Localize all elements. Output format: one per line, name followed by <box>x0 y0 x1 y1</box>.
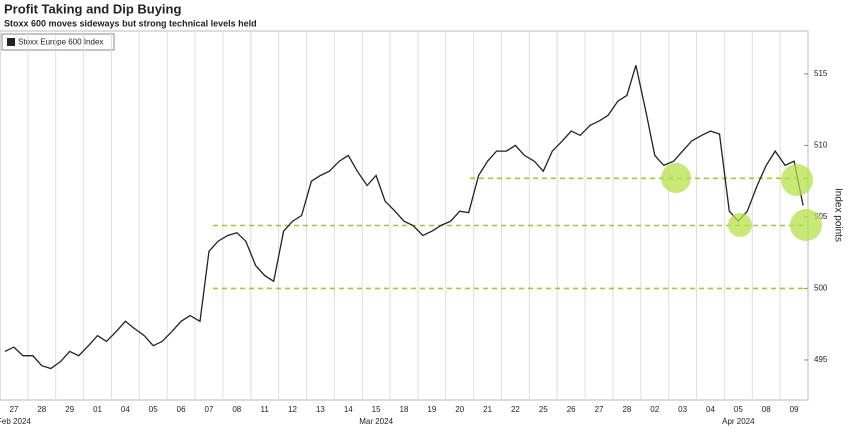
x-tick-label: 05 <box>149 405 158 414</box>
x-tick-label: 14 <box>344 405 353 414</box>
x-tick-label: 06 <box>177 405 186 414</box>
x-tick-label: 05 <box>734 405 743 414</box>
chart-title: Profit Taking and Dip Buying <box>4 1 181 16</box>
x-tick-label: 04 <box>121 405 130 414</box>
y-tick-label: 500 <box>814 284 828 293</box>
x-tick-label: 13 <box>316 405 325 414</box>
highlight <box>728 213 752 237</box>
x-tick-label: 07 <box>205 405 214 414</box>
chart-subtitle: Stoxx 600 moves sideways but strong tech… <box>4 18 257 28</box>
price-line <box>4 65 804 370</box>
legend-box <box>1 33 115 51</box>
x-tick-label: 22 <box>511 405 520 414</box>
x-tick-label: 09 <box>790 405 799 414</box>
x-tick-label: 03 <box>678 405 687 414</box>
highlight <box>781 164 813 196</box>
y-tick-label: 495 <box>814 355 828 364</box>
x-tick-label: 27 <box>595 405 604 414</box>
x-tick-label: 21 <box>483 405 492 414</box>
x-tick-label: 28 <box>37 405 46 414</box>
x-tick-label: 27 <box>9 405 18 414</box>
x-tick-label: 02 <box>650 405 659 414</box>
month-label: Mar 2024 <box>359 417 393 426</box>
x-tick-label: 08 <box>232 405 241 414</box>
x-tick-label: 18 <box>400 405 409 414</box>
x-tick-label: 25 <box>539 405 548 414</box>
y-axis-label: Index points <box>832 188 843 242</box>
month-label: Feb 2024 <box>0 417 31 426</box>
month-label: Apr 2024 <box>722 417 755 426</box>
x-tick-label: 15 <box>372 405 381 414</box>
x-tick-label: 20 <box>455 405 464 414</box>
plot-frame <box>0 30 809 401</box>
x-tick-label: 01 <box>93 405 102 414</box>
legend: Stoxx Europe 600 Index <box>1 33 115 51</box>
legend-label: Stoxx Europe 600 Index <box>18 38 103 47</box>
x-tick-label: 29 <box>65 405 74 414</box>
highlight <box>790 209 822 241</box>
x-tick-label: 08 <box>762 405 771 414</box>
y-tick-label: 515 <box>814 69 828 78</box>
x-tick-label: 12 <box>288 405 297 414</box>
x-tick-label: 28 <box>622 405 631 414</box>
legend-swatch <box>7 38 15 46</box>
x-tick-label: 04 <box>706 405 715 414</box>
x-tick-label: 26 <box>567 405 576 414</box>
highlights <box>661 163 822 241</box>
x-tick-label: 19 <box>427 405 436 414</box>
x-tick-label: 11 <box>261 405 270 414</box>
y-tick-label: 505 <box>814 212 828 221</box>
y-tick-label: 510 <box>814 141 828 150</box>
highlight <box>661 163 691 193</box>
